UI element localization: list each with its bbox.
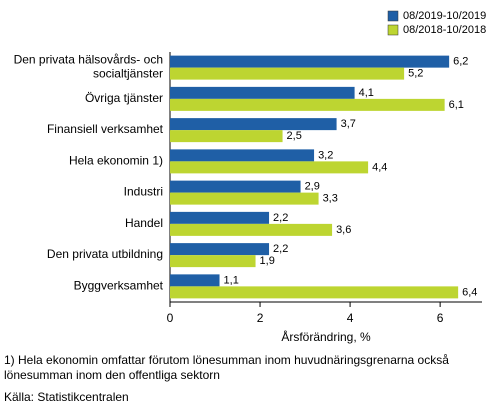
footnote: 1) Hela ekonomin omfattar förutom lönesu… bbox=[4, 353, 449, 382]
y-tick-label: Den privata hälsovårds- och socialtjänste… bbox=[14, 53, 163, 81]
data-label: 5,2 bbox=[408, 68, 423, 80]
bar bbox=[170, 211, 270, 224]
data-label: 3,7 bbox=[341, 118, 356, 130]
bar bbox=[170, 192, 319, 205]
y-tick-label: Byggverksamhet bbox=[74, 279, 164, 293]
bar bbox=[170, 67, 405, 80]
bar bbox=[170, 118, 337, 131]
x-tick-label: 6 bbox=[437, 311, 444, 325]
data-label: 4,4 bbox=[372, 161, 387, 173]
bar bbox=[170, 274, 220, 287]
y-tick-label: Handel bbox=[125, 216, 163, 230]
bar bbox=[170, 243, 270, 256]
x-tick-label: 2 bbox=[257, 311, 264, 325]
bar bbox=[170, 180, 301, 193]
source: Källa: Statistikcentralen bbox=[4, 390, 129, 404]
data-label: 4,1 bbox=[359, 87, 374, 99]
data-label: 6,2 bbox=[453, 56, 468, 68]
chart: Årsförändring, % 0 2 4 6 08/2019-10/2019 08/2… bbox=[14, 10, 487, 344]
bar bbox=[170, 255, 256, 268]
y-tick-label: Den privata utbildning bbox=[47, 247, 163, 261]
data-label: 1,1 bbox=[224, 274, 239, 286]
data-label: 2,5 bbox=[287, 130, 302, 142]
data-label: 3,6 bbox=[336, 224, 351, 236]
bar bbox=[170, 55, 450, 68]
bar bbox=[170, 130, 283, 143]
data-label: 3,3 bbox=[323, 193, 338, 205]
legend-label: 08/2018-10/2018 bbox=[403, 24, 486, 36]
data-label: 2,9 bbox=[305, 181, 320, 193]
bar bbox=[170, 98, 445, 111]
y-tick-label: Finansiell verksamhet bbox=[47, 122, 164, 136]
data-label: 1,9 bbox=[260, 255, 275, 267]
bar bbox=[170, 223, 333, 236]
y-tick-label: Industri bbox=[124, 185, 163, 199]
x-tick-label: 4 bbox=[347, 311, 354, 325]
data-label: 6,1 bbox=[449, 99, 464, 111]
data-label: 2,2 bbox=[273, 243, 288, 255]
x-axis-label: Årsförändring, % bbox=[281, 329, 371, 344]
bar bbox=[170, 161, 369, 174]
data-label: 6,4 bbox=[462, 286, 477, 298]
data-label: 2,2 bbox=[273, 212, 288, 224]
bar bbox=[170, 286, 459, 299]
y-tick-label: Övriga tjänster bbox=[85, 91, 163, 105]
legend-swatch bbox=[387, 10, 399, 22]
legend-swatch bbox=[387, 24, 399, 36]
bar bbox=[170, 86, 355, 99]
y-tick-label: Hela ekonomin 1) bbox=[69, 154, 163, 168]
data-label: 3,2 bbox=[318, 149, 333, 161]
bar bbox=[170, 149, 315, 162]
x-tick-label: 0 bbox=[167, 311, 174, 325]
legend-label: 08/2019-10/2019 bbox=[403, 10, 486, 22]
